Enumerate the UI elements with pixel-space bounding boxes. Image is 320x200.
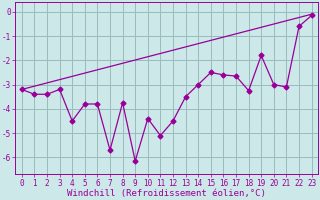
- X-axis label: Windchill (Refroidissement éolien,°C): Windchill (Refroidissement éolien,°C): [67, 189, 266, 198]
